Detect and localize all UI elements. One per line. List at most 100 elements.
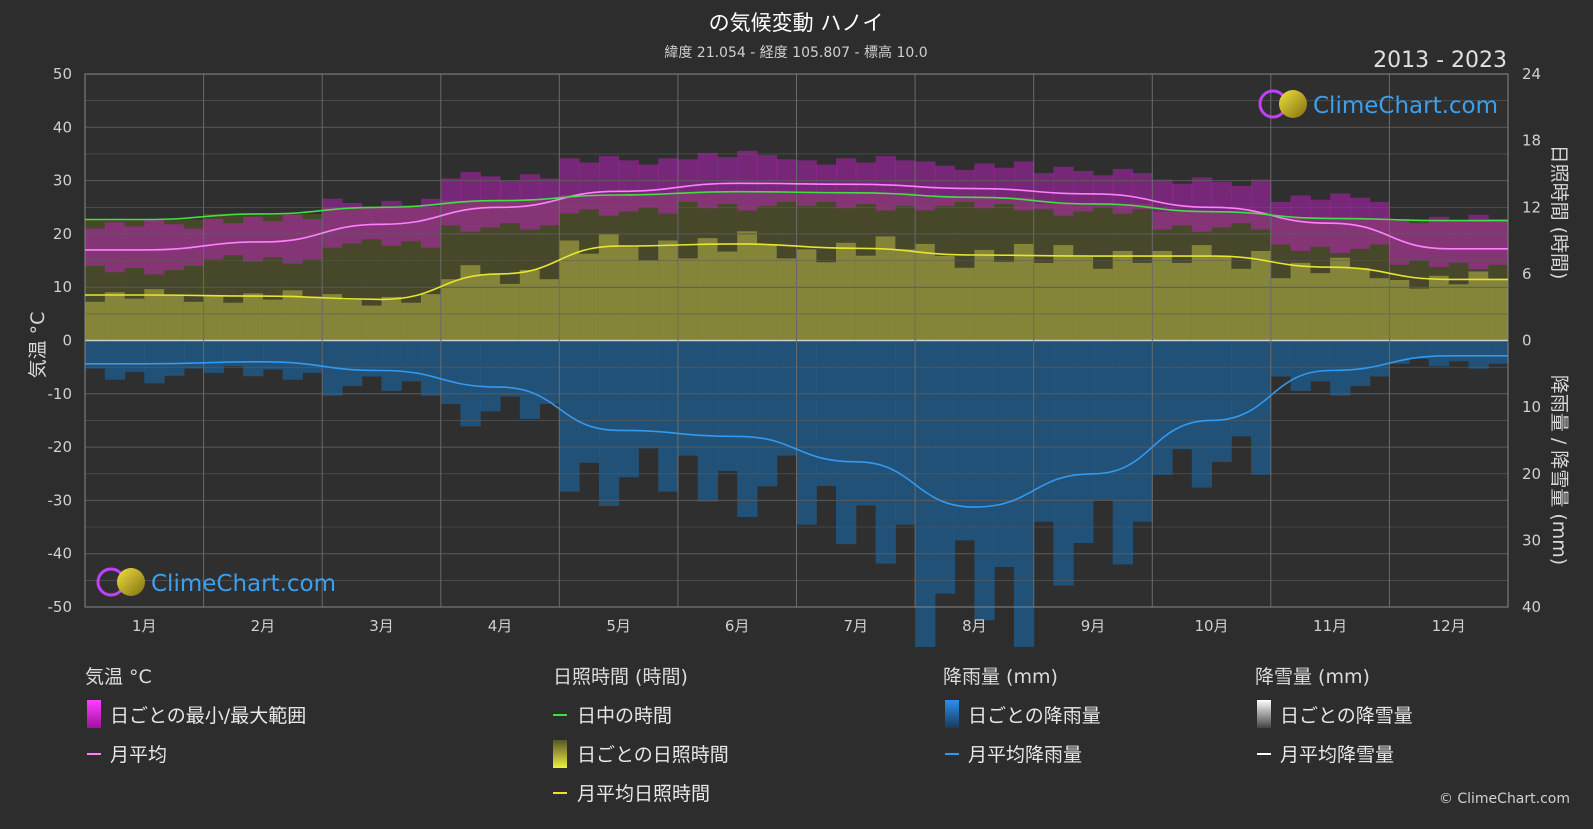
right-tick-label-rain: 10 <box>1522 398 1541 416</box>
legend-title-snow: 降雪量 (mm) <box>1255 666 1370 688</box>
temp-range-bar <box>164 224 185 271</box>
temp-range-bar <box>243 216 264 262</box>
rain-daily-bar <box>421 340 442 396</box>
sunshine-daily-bar <box>460 265 481 341</box>
rain-daily-bar <box>816 340 837 486</box>
sunshine-daily-bar <box>816 262 837 341</box>
sunshine-daily-bar <box>1132 262 1153 341</box>
legend-label-sunshine-avg: 月平均日照時間 <box>577 783 710 805</box>
rain-daily-bar <box>855 340 877 506</box>
sunshine-daily-bar <box>737 231 758 341</box>
chart-subtitle: 緯度 21.054 - 経度 105.807 - 標高 10.0 <box>664 44 927 61</box>
sunshine-daily-bar <box>1330 257 1351 341</box>
temp-range-bar <box>816 164 837 202</box>
temp-range-bar <box>638 164 659 208</box>
temp-range-bar <box>1488 219 1509 265</box>
legend-group-snow: 降雪量 (mm) 日ごとの降雪量 月平均降雪量 <box>1255 666 1413 766</box>
sunshine-daily-bar <box>1349 267 1371 341</box>
left-axis-ticks: 50 40 30 20 10 0 -10 -20 -30 -40 -50 <box>48 65 73 616</box>
logo-text-bottom: ClimeChart.com <box>151 571 336 597</box>
sunshine-daily-bar <box>697 238 718 341</box>
legend-swatch-sunshine-daily <box>553 740 567 768</box>
month-label: 10月 <box>1194 617 1228 635</box>
temp-range-bar <box>1389 219 1410 265</box>
temp-range-bar <box>1013 161 1035 211</box>
rain-daily-bar <box>1132 340 1153 522</box>
daylight-line <box>85 190 1508 222</box>
sunshine-daily-bar <box>1448 284 1469 341</box>
sunshine-daily-bar <box>1152 251 1173 341</box>
logo-sun-icon <box>117 568 145 596</box>
rain-daily-bar <box>1330 340 1351 396</box>
sunshine-daily-bar <box>757 244 778 341</box>
temp-range-bar <box>203 219 224 260</box>
left-tick-label: 40 <box>53 118 72 136</box>
legend-label-snow-avg: 月平均降雪量 <box>1280 744 1394 766</box>
period-label: 2013 - 2023 <box>1373 48 1507 73</box>
sunshine-daily-bar <box>223 302 244 341</box>
rain-daily-bar <box>341 340 363 387</box>
brand-logo-bottom[interactable]: ClimeChart.com <box>96 567 336 597</box>
rain-daily-bar <box>381 340 402 391</box>
month-label: 4月 <box>488 617 513 635</box>
sunshine-daily-bar <box>915 243 936 341</box>
left-tick-label: 30 <box>53 172 72 190</box>
sunshine-daily-bar <box>954 267 975 341</box>
legend-swatch-snow-daily <box>1257 700 1271 728</box>
temp-range-bar <box>1251 179 1272 230</box>
temp-range-bar <box>1270 201 1292 245</box>
rain-daily-bar <box>144 340 165 384</box>
sunshine-daily-bar <box>1172 262 1193 341</box>
sunshine-daily-bar <box>974 249 995 341</box>
rain-daily-bar <box>1409 340 1430 359</box>
month-label: 1月 <box>132 617 157 635</box>
temp-range-bar <box>104 222 126 273</box>
rain-daily-bar <box>1033 340 1054 522</box>
sunshine-daily-bar <box>480 274 501 341</box>
plot-border <box>84 73 1509 608</box>
temp-range-bar <box>579 162 600 210</box>
rain-avg-line <box>85 354 1508 508</box>
sunshine-daily-bar <box>144 289 165 341</box>
sunshine-daily-bar <box>1428 275 1450 341</box>
temp-range-bar <box>1112 168 1133 214</box>
temp-range-bar <box>1231 185 1252 224</box>
rain-daily-bar <box>480 340 501 412</box>
rain-daily-bar <box>1013 340 1035 647</box>
series-lines <box>85 182 1508 508</box>
copyright-text[interactable]: © ClimeChart.com <box>1439 791 1570 807</box>
right-tick-label-sunshine: 12 <box>1522 198 1541 216</box>
temp-range-bar <box>559 158 580 214</box>
month-label: 12月 <box>1432 617 1466 635</box>
rain-daily-bar <box>1290 340 1311 391</box>
right-top-axis-title: 日照時間 (時間) <box>1548 145 1570 280</box>
temp-range-bar <box>1033 173 1054 210</box>
chart-title: の気候変動 ハノイ <box>709 11 884 35</box>
sunshine-daily-bar <box>322 294 343 341</box>
rain-daily-bar <box>579 340 600 463</box>
legend-title-temperature: 気温 °C <box>85 666 152 688</box>
brand-logo-top[interactable]: ClimeChart.com <box>1258 89 1498 119</box>
sunshine-daily-bar <box>85 301 106 341</box>
legend-label-daylight: 日中の時間 <box>577 705 672 727</box>
rain-daily-bar <box>717 340 738 471</box>
rain-daily-bar <box>302 340 323 373</box>
sunshine-daily-bar <box>302 296 323 341</box>
rain-daily-bar <box>1211 340 1232 462</box>
left-tick-label: -20 <box>48 438 73 456</box>
rain-daily-bar <box>1053 340 1074 586</box>
temp-range-bar <box>124 226 145 268</box>
legend-group-sunshine: 日照時間 (時間) 日中の時間 日ごとの日照時間 月平均日照時間 <box>553 666 729 805</box>
sunshine-daily-bar <box>638 260 659 341</box>
rain-daily-bar <box>1231 340 1252 437</box>
sunshine-daily-bar <box>1231 268 1252 341</box>
sunshine-daily-bar <box>500 283 521 341</box>
temp-range-bar <box>322 198 343 248</box>
legend-title-sunshine: 日照時間 (時間) <box>553 666 688 688</box>
month-label: 8月 <box>962 617 987 635</box>
right-axis-ticks: 24 18 12 6 0 10 20 30 40 <box>1522 65 1541 616</box>
sunshine-daily-bar <box>1073 257 1094 341</box>
rain-daily-bar <box>1270 340 1292 377</box>
sunshine-daily-bar <box>875 236 896 341</box>
